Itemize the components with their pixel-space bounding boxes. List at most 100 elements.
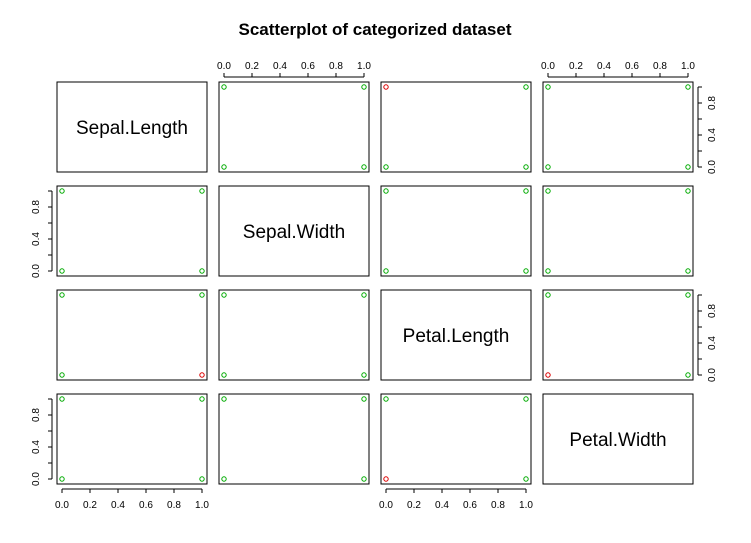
data-point	[685, 164, 691, 170]
data-point	[383, 164, 389, 170]
data-point	[685, 84, 691, 90]
panel-frame-0-2	[380, 81, 532, 173]
data-point	[523, 268, 529, 274]
panel-frame-2-0	[56, 289, 208, 381]
data-point	[59, 268, 65, 274]
data-point	[199, 476, 205, 482]
y-tick-label: 0.8	[707, 96, 718, 110]
x-tick-label: 0.6	[301, 61, 315, 72]
data-point	[199, 292, 205, 298]
y-tick-label: 0.0	[31, 264, 42, 278]
data-point	[545, 268, 551, 274]
data-point	[523, 476, 529, 482]
data-point	[361, 372, 367, 378]
data-point	[383, 84, 389, 90]
data-point	[361, 292, 367, 298]
panel-frame-2-1	[218, 289, 370, 381]
data-point	[545, 164, 551, 170]
x-tick-label: 0.8	[653, 61, 667, 72]
data-point	[59, 372, 65, 378]
x-tick-label: 0.2	[569, 61, 583, 72]
data-point	[685, 372, 691, 378]
x-tick-label: 0.0	[379, 500, 393, 511]
panel-frame-1-1	[218, 185, 370, 277]
variable-label: Sepal.Length	[76, 118, 188, 139]
data-point	[59, 476, 65, 482]
x-tick-label: 1.0	[519, 500, 533, 511]
panel-frame-1-2	[380, 185, 532, 277]
data-point	[199, 188, 205, 194]
data-point	[361, 396, 367, 402]
x-tick-label: 0.4	[273, 61, 287, 72]
x-tick-label: 0.6	[463, 500, 477, 511]
data-point	[361, 84, 367, 90]
data-point	[523, 164, 529, 170]
y-tick-label: 0.8	[31, 408, 42, 422]
data-point	[383, 268, 389, 274]
x-tick-label: 0.0	[217, 61, 231, 72]
panel-frame-2-3	[542, 289, 694, 381]
y-tick-label: 0.0	[707, 368, 718, 382]
variable-label: Sepal.Width	[243, 222, 345, 243]
data-point	[199, 372, 205, 378]
y-tick-label: 0.0	[31, 472, 42, 486]
y-tick-label: 0.8	[31, 200, 42, 214]
data-point	[685, 292, 691, 298]
data-point	[361, 476, 367, 482]
chart-title: Scatterplot of categorized dataset	[238, 20, 511, 39]
data-point	[685, 268, 691, 274]
panel-frame-3-3	[542, 393, 694, 485]
panel-frame-0-3	[542, 81, 694, 173]
variable-label: Petal.Length	[403, 326, 510, 347]
y-tick-label: 0.4	[31, 232, 42, 246]
panel-frame-0-1	[218, 81, 370, 173]
panel-frame-0-0	[56, 81, 208, 173]
panel-frame-1-3	[542, 185, 694, 277]
x-tick-label: 1.0	[195, 500, 209, 511]
data-point	[59, 188, 65, 194]
data-point	[59, 396, 65, 402]
panel-frame-3-1	[218, 393, 370, 485]
x-tick-label: 0.0	[55, 500, 69, 511]
panel-frame-2-2	[380, 289, 532, 381]
data-point	[383, 188, 389, 194]
x-tick-label: 0.4	[597, 61, 611, 72]
data-point	[685, 188, 691, 194]
x-tick-label: 0.4	[111, 500, 125, 511]
x-tick-label: 1.0	[681, 61, 695, 72]
panel-frame-1-0	[56, 185, 208, 277]
x-tick-label: 0.2	[83, 500, 97, 511]
data-point	[221, 476, 227, 482]
variable-label: Petal.Width	[569, 430, 666, 451]
y-tick-label: 0.0	[707, 160, 718, 174]
data-point	[383, 396, 389, 402]
panel-grid: Sepal.Length Sepal.Width Petal.Length Petal…	[31, 61, 718, 511]
data-point	[199, 268, 205, 274]
y-tick-label: 0.4	[707, 128, 718, 142]
data-point	[221, 164, 227, 170]
data-point	[59, 292, 65, 298]
x-tick-label: 0.0	[541, 61, 555, 72]
y-tick-label: 0.4	[31, 440, 42, 454]
data-point	[545, 188, 551, 194]
data-point	[383, 476, 389, 482]
data-point	[523, 396, 529, 402]
x-tick-label: 1.0	[357, 61, 371, 72]
x-tick-label: 0.2	[407, 500, 421, 511]
data-point	[221, 84, 227, 90]
x-tick-label: 0.8	[329, 61, 343, 72]
x-tick-label: 0.6	[625, 61, 639, 72]
data-point	[361, 164, 367, 170]
y-tick-label: 0.8	[707, 304, 718, 318]
y-tick-label: 0.4	[707, 336, 718, 350]
x-tick-label: 0.8	[167, 500, 181, 511]
x-tick-label: 0.2	[245, 61, 259, 72]
data-point	[199, 396, 205, 402]
data-point	[545, 84, 551, 90]
data-point	[523, 84, 529, 90]
x-tick-label: 0.4	[435, 500, 449, 511]
data-point	[545, 292, 551, 298]
data-point	[221, 372, 227, 378]
data-point	[523, 188, 529, 194]
